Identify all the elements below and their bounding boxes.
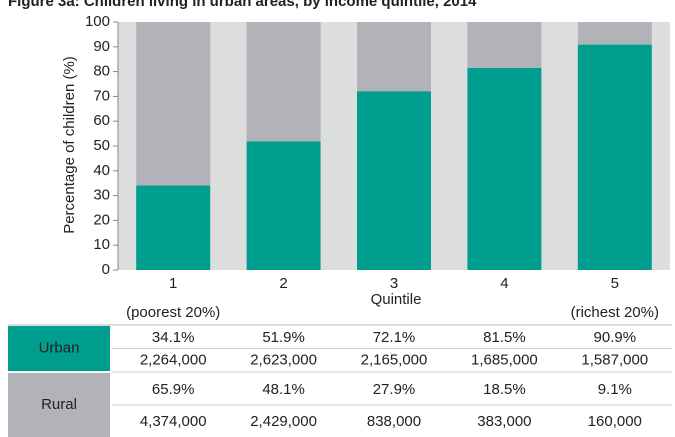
y-tick-label: 0 (102, 261, 110, 278)
bar-segment (467, 67, 542, 270)
bar-segment (577, 22, 652, 45)
table-count: 2,264,000 (140, 352, 207, 369)
bar-segment (136, 22, 211, 186)
row-header-label: Urban (39, 339, 80, 356)
table-percent: 48.1% (262, 381, 305, 398)
table-count: 4,374,000 (140, 413, 207, 430)
bar-segment (357, 22, 431, 92)
table-percent: 90.9% (594, 329, 637, 346)
table-count: 2,165,000 (361, 352, 428, 369)
y-tick-label: 40 (93, 162, 110, 179)
y-tick-label: 80 (93, 63, 110, 80)
table-percent: 51.9% (262, 329, 305, 346)
bar-segment (246, 141, 321, 270)
table-percent: 81.5% (483, 329, 526, 346)
y-tick-label: 20 (93, 211, 110, 228)
table-percent: 72.1% (373, 329, 416, 346)
annotation: (richest 20%) (571, 304, 659, 321)
y-tick-label: 90 (93, 38, 110, 55)
x-tick-label: 4 (500, 275, 508, 292)
y-tick-label: 50 (93, 137, 110, 154)
chart-title: Figure 3a: Children living in urban area… (8, 0, 477, 10)
row-header-label: Rural (41, 396, 77, 413)
x-tick-label: 2 (279, 275, 287, 292)
y-tick-label: 60 (93, 112, 110, 129)
bar-segment (577, 44, 652, 271)
table-percent: 34.1% (152, 329, 195, 346)
row-header (8, 326, 110, 371)
x-tick-label: 5 (611, 275, 619, 292)
bar-segment (136, 185, 211, 270)
table-percent: 27.9% (373, 381, 416, 398)
x-axis-label: Quintile (371, 291, 422, 308)
bar-segment (246, 22, 321, 142)
table-count: 2,623,000 (250, 352, 317, 369)
table-count: 160,000 (588, 413, 642, 430)
y-tick-label: 30 (93, 187, 110, 204)
x-tick-label: 3 (390, 275, 398, 292)
table-count: 1,587,000 (581, 352, 648, 369)
table-count: 1,685,000 (471, 352, 538, 369)
table-count: 2,429,000 (250, 413, 317, 430)
bar-segment (357, 91, 431, 270)
row-header (8, 373, 110, 437)
table-percent: 9.1% (598, 381, 632, 398)
table-count: 383,000 (477, 413, 531, 430)
table-count: 838,000 (367, 413, 421, 430)
table-percent: 65.9% (152, 381, 195, 398)
annotation: (poorest 20%) (126, 304, 220, 321)
y-tick-label: 100 (85, 13, 110, 30)
bar-segment (467, 22, 542, 68)
y-tick-label: 10 (93, 236, 110, 253)
y-tick-label: 70 (93, 87, 110, 104)
y-axis-label: Percentage of children (%) (61, 56, 78, 234)
x-tick-label: 1 (169, 275, 177, 292)
table-percent: 18.5% (483, 381, 526, 398)
